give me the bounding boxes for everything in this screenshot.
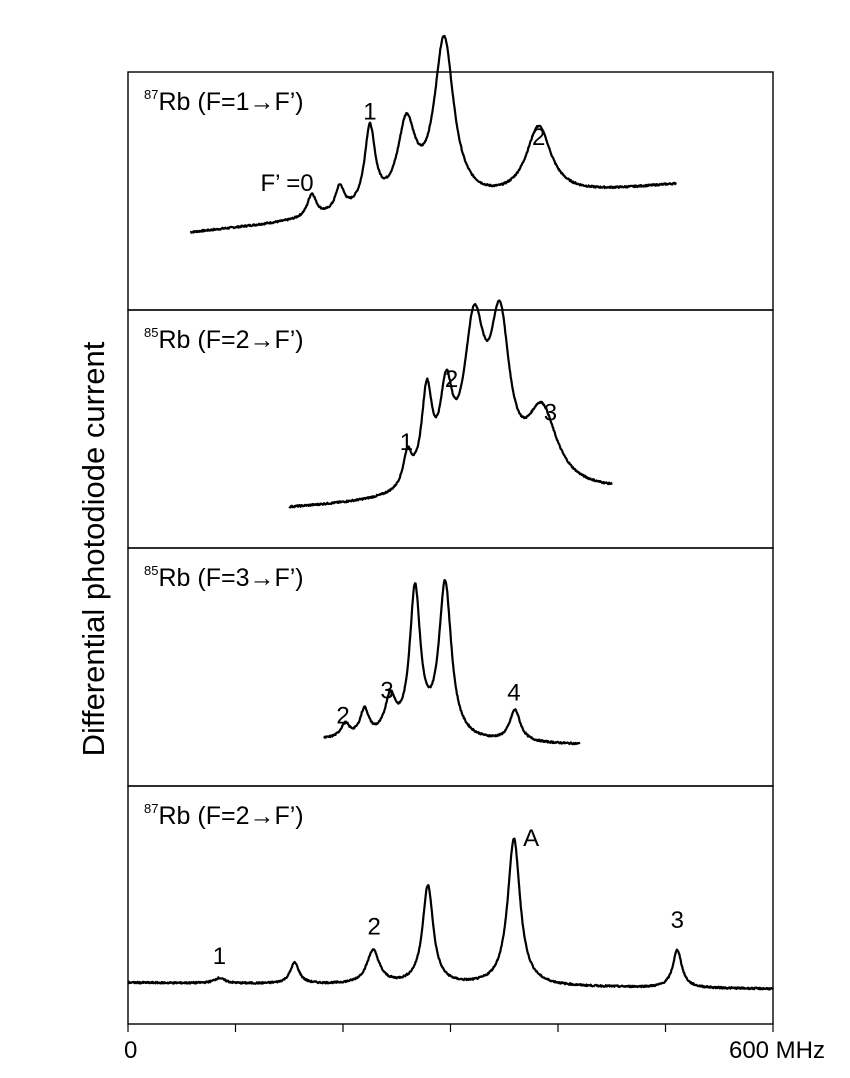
transition-label: Rb (F=2→F’) [158,802,303,830]
transition-label: Rb (F=2→F’) [158,326,303,354]
spectrum-panel-4: 87Rb (F=2→F’) 1 2 A 3 [127,785,774,1025]
peak-label: 3 [380,678,393,705]
isotope-label: 85 [144,325,158,340]
peak-label: 2 [367,913,380,940]
panel-title: 85Rb (F=3→F’) [144,563,304,592]
x-tick-label: 600 MHz [729,1037,825,1064]
peak-label: 1 [363,99,376,126]
x-axis: 0 600 MHz [124,1024,825,1064]
transition-label: Rb (F=3→F’) [158,564,303,592]
isotope-label: 87 [144,801,158,816]
panel-title: 87Rb (F=1→F’) [144,87,304,116]
spectrum-panel-2: 85Rb (F=2→F’) 1 2 3 [127,299,774,549]
transition-label: Rb (F=1→F’) [158,88,303,116]
peak-label: 4 [507,680,520,707]
isotope-label: 87 [144,87,158,102]
peak-label: 3 [544,400,557,427]
peak-label: 1 [213,943,226,970]
spectrum-line [323,578,581,746]
panel-title: 85Rb (F=2→F’) [144,325,304,354]
peak-label: 2 [336,703,349,730]
spectrum-line [189,34,678,234]
peak-label: 2 [445,366,458,393]
spectrum-line [288,299,613,509]
isotope-label: 85 [144,563,158,578]
peak-label: A [523,825,539,852]
peak-label: 2 [532,124,545,151]
peak-label: 1 [400,429,413,456]
spectrum-line [127,837,774,991]
spectrum-panel-3: 85Rb (F=3→F’) 2 3 4 [127,547,774,787]
peak-label: F’ =0 [261,170,314,197]
peak-label: 3 [671,907,684,934]
panel-title: 87Rb (F=2→F’) [144,801,304,830]
y-axis-label: Differential photodiode current [76,341,111,756]
x-tick-label: 0 [124,1037,137,1064]
spectrum-panel-1: 87Rb (F=1→F’) F’ =0 1 2 [127,34,774,311]
